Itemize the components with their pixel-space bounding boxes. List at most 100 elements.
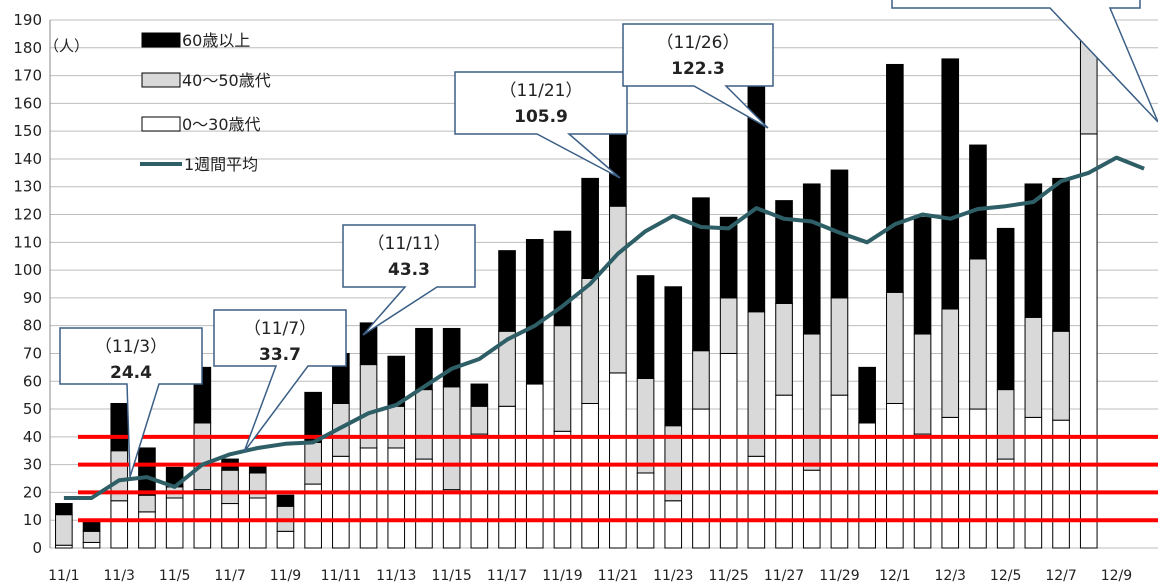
callout-box	[622, 23, 774, 129]
x-tick-label: 11/29	[819, 568, 859, 584]
bar-segment-1	[415, 389, 433, 460]
bar-segment-2	[692, 197, 710, 352]
bar-segment-2	[498, 250, 516, 332]
legend-label-0to30: 0～30歳代	[182, 115, 261, 134]
callouts: （11/3） 24.4 （11/7） 33.7 （11/11） 43.3 （11/21） 10…	[59, 0, 1158, 478]
callout-date: （11/11）	[368, 234, 451, 254]
bar-segment-1	[719, 297, 738, 354]
bar-segment-2	[470, 383, 489, 407]
bar-segment-2	[941, 58, 960, 310]
bar-segment-2	[609, 125, 627, 207]
bar-segment-0	[138, 511, 156, 549]
legend: 60歳以上 40～50歳代 0～30歳代 1週間平均	[140, 31, 271, 174]
x-tick-label: 11/25	[708, 568, 748, 584]
bar-segment-0	[110, 500, 129, 549]
bar-segment-2	[858, 366, 876, 424]
bar-segment-1	[55, 514, 73, 546]
y-tick-label: 30	[23, 456, 42, 474]
y-tick-label: 160	[13, 94, 42, 112]
bar-segment-1	[830, 297, 849, 396]
bar-segment-0	[886, 402, 904, 549]
y-axis-ticks: 0 10 20 30 40 50 60 70 80 90 100 110 120 130 140 150 160…	[13, 11, 42, 557]
bar-segment-2	[775, 200, 793, 304]
bar-segment-2	[276, 494, 295, 507]
bar-segment-2	[1052, 177, 1070, 332]
y-tick-label: 110	[13, 233, 42, 251]
x-tick-label: 12/9	[1101, 568, 1132, 584]
bar-segment-2	[913, 216, 932, 335]
bar-segment-0	[332, 455, 350, 549]
bar-segment-1	[138, 494, 156, 513]
y-tick-label: 180	[13, 39, 42, 57]
bar-segment-1	[802, 333, 821, 471]
bar-segment-1	[553, 325, 572, 432]
y-tick-label: 100	[13, 261, 42, 279]
bar-segment-0	[165, 497, 184, 549]
bar-segment-0	[221, 503, 239, 549]
y-tick-label: 10	[23, 511, 42, 529]
bar-segment-2	[636, 275, 655, 379]
bar-segment-0	[498, 405, 516, 549]
callout-box	[213, 309, 347, 453]
bar-segment-2	[969, 144, 987, 260]
callout-value: 105.9	[514, 107, 568, 127]
y-tick-label: 150	[13, 122, 42, 140]
bar-segment-0	[553, 430, 572, 549]
bar-segment-0	[276, 530, 295, 549]
y-tick-label: 70	[23, 344, 42, 362]
x-tick-label: 11/3	[104, 568, 135, 584]
bar-segment-1	[470, 405, 489, 435]
bar-segment-1	[775, 302, 793, 396]
bar-segment-0	[82, 541, 101, 549]
legend-swatch-0to30	[141, 116, 181, 132]
x-tick-label: 11/5	[159, 568, 190, 584]
y-tick-label: 170	[13, 67, 42, 85]
x-tick-label: 11/11	[321, 568, 361, 584]
bar-segment-1	[913, 333, 932, 435]
bar-segment-0	[830, 394, 849, 549]
legend-label-60plus: 60歳以上	[182, 31, 250, 50]
x-tick-label: 12/1	[879, 568, 910, 584]
x-tick-label: 11/17	[487, 568, 527, 584]
bar-segment-1	[747, 311, 766, 457]
bar-segment-0	[802, 469, 821, 549]
bar-segment-0	[664, 500, 683, 549]
callout-value: 43.3	[388, 260, 430, 280]
x-axis-ticks: 11/1 11/3 11/5 11/7 11/9 11/11 11/13 11/15 11/17…	[48, 568, 1132, 584]
bar-segment-0	[969, 408, 987, 549]
bar-segment-1	[941, 308, 960, 418]
x-tick-label: 11/15	[431, 568, 471, 584]
y-tick-label: 120	[13, 206, 42, 224]
bar-segment-2	[996, 227, 1015, 391]
bar-segment-2	[581, 177, 599, 279]
bar-segment-0	[775, 394, 793, 549]
bar-segment-1	[1024, 316, 1043, 418]
bar-segment-0	[415, 458, 433, 549]
reference-lines	[78, 434, 1158, 523]
callout-value: 122.3	[671, 59, 725, 79]
x-tick-label: 11/1	[48, 568, 79, 584]
bar-segment-2	[1024, 183, 1043, 318]
y-axis-unit-label: （人）	[44, 37, 89, 55]
callout-date: （11/7）	[244, 319, 316, 339]
bar-segment-0	[858, 422, 876, 549]
bar-segment-2	[886, 63, 904, 293]
bar-segment-2	[802, 183, 821, 335]
bar-segment-2	[664, 286, 683, 427]
legend-label-average: 1週間平均	[184, 155, 258, 174]
y-tick-label: 40	[23, 428, 42, 446]
bar-segment-0	[692, 408, 710, 549]
bar-segment-1	[193, 422, 212, 491]
y-tick-label: 130	[13, 178, 42, 196]
y-tick-label: 20	[23, 483, 42, 501]
bar-segment-1	[609, 205, 627, 374]
y-tick-label: 190	[13, 11, 42, 29]
y-tick-label: 140	[13, 150, 42, 168]
callout-value: 33.7	[259, 345, 301, 365]
callout-value: 24.4	[110, 363, 152, 383]
bar-segment-1	[82, 530, 101, 543]
callout-date: （11/26）	[657, 33, 740, 53]
bar-segment-0	[996, 458, 1015, 549]
bar-segment-0	[747, 455, 766, 549]
callout-box	[59, 327, 203, 478]
